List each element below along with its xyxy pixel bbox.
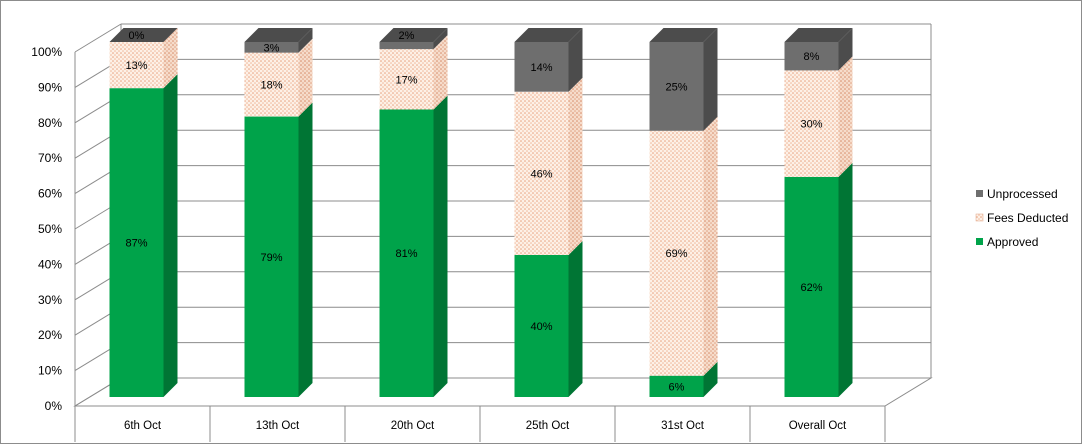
bar-stack-6th-oct bbox=[109, 28, 178, 398]
bars-layer bbox=[109, 28, 853, 398]
y-tick-label: 10% bbox=[38, 364, 62, 378]
bar-unprocessed bbox=[649, 42, 704, 131]
bar-side-fees-deducted bbox=[298, 38, 313, 117]
y-tick-label: 60% bbox=[38, 187, 62, 201]
y-tick-label: 40% bbox=[38, 257, 62, 271]
bar-side-approved bbox=[433, 95, 448, 397]
bar-unprocessed bbox=[514, 42, 569, 92]
bar-approved bbox=[514, 255, 569, 397]
data-label-unprocessed: 25% bbox=[665, 81, 687, 93]
y-tick-label: 70% bbox=[38, 151, 62, 165]
x-category-label: 31st Oct bbox=[661, 420, 705, 432]
bar-side-fees-deducted bbox=[433, 35, 448, 110]
bar-top-face bbox=[784, 28, 853, 42]
data-label-fees-deducted: 30% bbox=[800, 119, 822, 131]
bar-side-approved bbox=[703, 361, 718, 397]
labels-layer: 87% 13% 0% 79% 18% 3% 81% 17% 2% 40% 46% 14% 6% 69% 25… bbox=[125, 30, 822, 393]
bar-unprocessed bbox=[784, 42, 839, 71]
data-label-fees-deducted: 18% bbox=[260, 80, 282, 92]
bar-unprocessed bbox=[244, 42, 299, 53]
data-label-approved: 87% bbox=[125, 238, 147, 250]
data-label-approved: 6% bbox=[669, 381, 685, 393]
bar-side-unprocessed bbox=[838, 28, 853, 71]
bar-side-approved bbox=[298, 102, 313, 398]
legend-label: Unprocessed bbox=[987, 187, 1058, 201]
bar-unprocessed bbox=[379, 42, 434, 50]
bar-top-face bbox=[379, 28, 448, 42]
bar-top-face bbox=[514, 28, 583, 42]
x-category-label: 6th Oct bbox=[124, 420, 162, 432]
bar-approved bbox=[244, 116, 299, 398]
y-tick-label: 0% bbox=[45, 399, 63, 413]
data-label-unprocessed: 2% bbox=[399, 30, 415, 42]
legend-item-fees-deducted: Fees Deducted bbox=[975, 211, 1068, 225]
bar-top-face bbox=[649, 28, 718, 42]
data-label-unprocessed: 8% bbox=[804, 51, 820, 63]
y-tick-label: 50% bbox=[38, 222, 62, 236]
bar-fees-deducted bbox=[784, 70, 839, 177]
legend-label: Approved bbox=[987, 235, 1038, 249]
bar-side-approved bbox=[838, 162, 853, 397]
data-label-fees-deducted: 13% bbox=[125, 60, 147, 72]
bar-approved bbox=[649, 375, 704, 397]
legend-item-approved: Approved bbox=[976, 235, 1038, 249]
data-label-unprocessed: 14% bbox=[530, 62, 552, 74]
bar-side-fees-deducted bbox=[163, 28, 178, 89]
data-label-fees-deducted: 69% bbox=[665, 248, 687, 260]
x-category-label: 20th Oct bbox=[391, 420, 435, 432]
legend-swatch bbox=[976, 238, 983, 245]
bar-side-unprocessed bbox=[703, 28, 718, 131]
x-category-label: 13th Oct bbox=[256, 420, 300, 432]
bar-stack-13th-oct bbox=[244, 28, 313, 398]
bar-approved bbox=[109, 88, 164, 398]
data-label-unprocessed: 0% bbox=[129, 30, 145, 42]
bar-stack-overall-oct bbox=[784, 28, 853, 397]
bar-side-unprocessed bbox=[568, 28, 583, 92]
y-tick-label: 80% bbox=[38, 116, 62, 130]
bar-approved bbox=[784, 176, 839, 397]
bar-fees-deducted bbox=[514, 91, 569, 255]
y-tick-label: 20% bbox=[38, 328, 62, 342]
bar-approved bbox=[379, 109, 434, 397]
bar-top-face bbox=[244, 28, 313, 42]
data-label-approved: 62% bbox=[800, 282, 822, 294]
data-label-unprocessed: 3% bbox=[264, 42, 280, 54]
bar-side-approved bbox=[568, 241, 583, 397]
bar-stack-25th-oct bbox=[514, 28, 583, 397]
data-label-approved: 79% bbox=[260, 252, 282, 264]
legend-swatch bbox=[975, 213, 984, 222]
bar-side-unprocessed bbox=[298, 28, 313, 53]
bar-side-fees-deducted bbox=[703, 116, 718, 376]
bar-side-unprocessed bbox=[433, 28, 448, 50]
data-label-approved: 40% bbox=[530, 321, 552, 333]
bar-side-fees-deducted bbox=[568, 77, 583, 255]
legend-swatch bbox=[976, 190, 983, 197]
legend-item-unprocessed: Unprocessed bbox=[976, 187, 1058, 201]
data-label-approved: 81% bbox=[395, 248, 417, 260]
bar-top-face bbox=[109, 28, 178, 42]
y-tick-label: 30% bbox=[38, 293, 62, 307]
data-label-fees-deducted: 46% bbox=[530, 168, 552, 180]
bar-side-approved bbox=[163, 74, 178, 398]
data-label-fees-deducted: 17% bbox=[395, 74, 417, 86]
bar-fees-deducted bbox=[109, 42, 164, 89]
y-tick-label: 90% bbox=[38, 80, 62, 94]
bar-fees-deducted bbox=[244, 52, 299, 117]
bar-stack-31st-oct bbox=[649, 28, 718, 397]
y-tick-label: 100% bbox=[31, 45, 62, 59]
gridline-depth bbox=[74, 23, 122, 53]
bar-stack-20th-oct bbox=[379, 28, 448, 397]
legend-label: Fees Deducted bbox=[987, 211, 1068, 225]
x-category-label: Overall Oct bbox=[789, 420, 847, 432]
bar-fees-deducted bbox=[379, 49, 434, 110]
bar-side-fees-deducted bbox=[838, 56, 853, 177]
bar-fees-deducted bbox=[649, 130, 704, 376]
x-category-label: 25th Oct bbox=[526, 420, 570, 432]
legend: Unprocessed Fees Deducted Approved bbox=[975, 187, 1068, 249]
